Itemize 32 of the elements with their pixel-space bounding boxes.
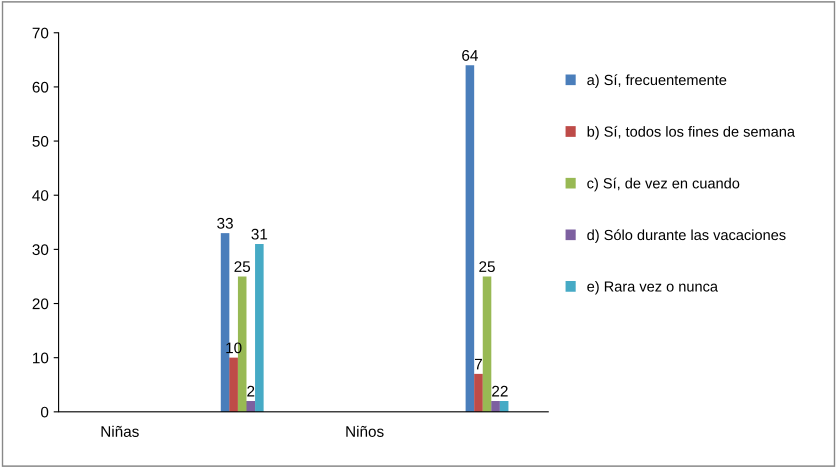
data-label: 2 (492, 386, 500, 396)
legend-label: e) Rara vez o nunca (587, 280, 718, 295)
legend-label: a) Sí, frecuentemente (587, 74, 726, 88)
y-tick-label: 70 (32, 28, 48, 38)
data-label: 2 (500, 386, 508, 396)
bar (482, 276, 492, 412)
bar (500, 401, 508, 412)
data-label: 33 (217, 218, 233, 229)
y-tick-label: 0 (40, 406, 48, 418)
legend-label: c) Sí, de vez en cuando (587, 178, 740, 192)
y-tick-label: 40 (32, 190, 48, 201)
bar (466, 65, 474, 412)
bar (491, 401, 500, 412)
data-label: 2 (247, 386, 254, 396)
data-label: 7 (474, 358, 482, 370)
bar (246, 401, 256, 412)
bar (229, 358, 238, 412)
bar (474, 374, 483, 412)
y-tick-label: 10 (33, 352, 48, 364)
legend-label: b) Sí, todos los fines de semana (588, 126, 796, 140)
legend-label: d) Sólo durante las vacaciones (587, 229, 786, 244)
x-tick-label: Niños (346, 426, 384, 437)
data-label: 25 (479, 261, 495, 272)
y-tick-label: 50 (32, 136, 48, 147)
bar (255, 244, 264, 412)
data-label: 31 (251, 228, 268, 240)
data-label: 64 (462, 50, 478, 61)
x-tick-label: Niñas (102, 426, 139, 437)
y-tick-label: 60 (32, 82, 48, 93)
data-label: 25 (234, 261, 250, 272)
y-tick-label: 30 (32, 244, 48, 256)
y-tick-label: 20 (32, 298, 48, 310)
